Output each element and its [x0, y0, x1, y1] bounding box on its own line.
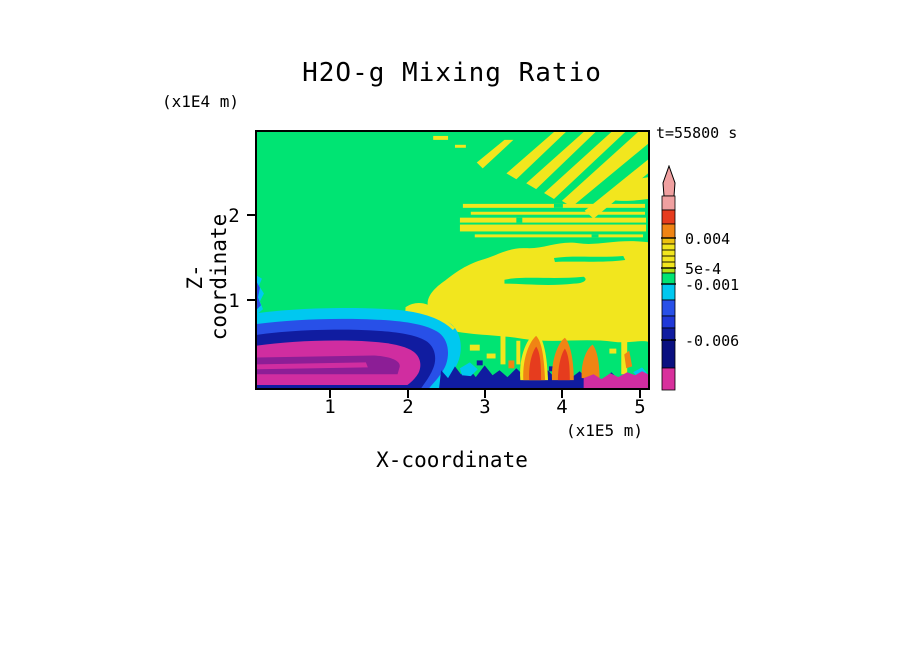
- convective-plumes: [508, 331, 633, 381]
- colorbar-label--0001: -0.001: [685, 276, 740, 294]
- colorbar-label-0004: 0.004: [685, 230, 731, 248]
- x-axis-tick: [561, 390, 563, 398]
- x-axis-tick: [329, 390, 331, 398]
- y-axis-tick: [247, 214, 255, 216]
- x-tick-label-2: 2: [402, 396, 414, 418]
- yellow-stripe-band: [459, 203, 647, 238]
- low-level-layer: [257, 307, 461, 388]
- x-tick-label-1: 1: [324, 396, 336, 418]
- y-tick-label-1: 1: [228, 290, 240, 312]
- time-annotation: t=55800 s: [656, 124, 738, 142]
- y-tick-label-2: 2: [228, 205, 240, 227]
- x-tick-label-4: 4: [556, 396, 568, 418]
- x-axis-tick: [484, 390, 486, 398]
- x-tick-label-5: 5: [634, 396, 646, 418]
- plot-area: [255, 130, 650, 390]
- left-wall-sliver: [257, 275, 264, 315]
- colorbar: [661, 165, 676, 391]
- x-axis-title: X-coordinate: [376, 448, 528, 472]
- colorbar-label-5e-4: 5e-4: [685, 260, 722, 278]
- diagonal-streaks: [433, 132, 648, 219]
- x-axis-tick: [639, 390, 641, 398]
- x-axis-tick: [407, 390, 409, 398]
- y-axis-tick: [247, 299, 255, 301]
- contour-plot-canvas: [257, 132, 648, 388]
- colorbar-arrow-icon: [662, 165, 676, 197]
- x-axis-unit-label: (x1E5 m): [566, 421, 644, 440]
- bottom-right-magenta: [583, 371, 648, 388]
- chart-title: H2O-g Mixing Ratio: [302, 58, 602, 88]
- colorbar-label--0006: -0.006: [685, 332, 740, 350]
- y-axis-unit-label: (x1E4 m): [162, 92, 240, 111]
- x-tick-label-3: 3: [479, 396, 491, 418]
